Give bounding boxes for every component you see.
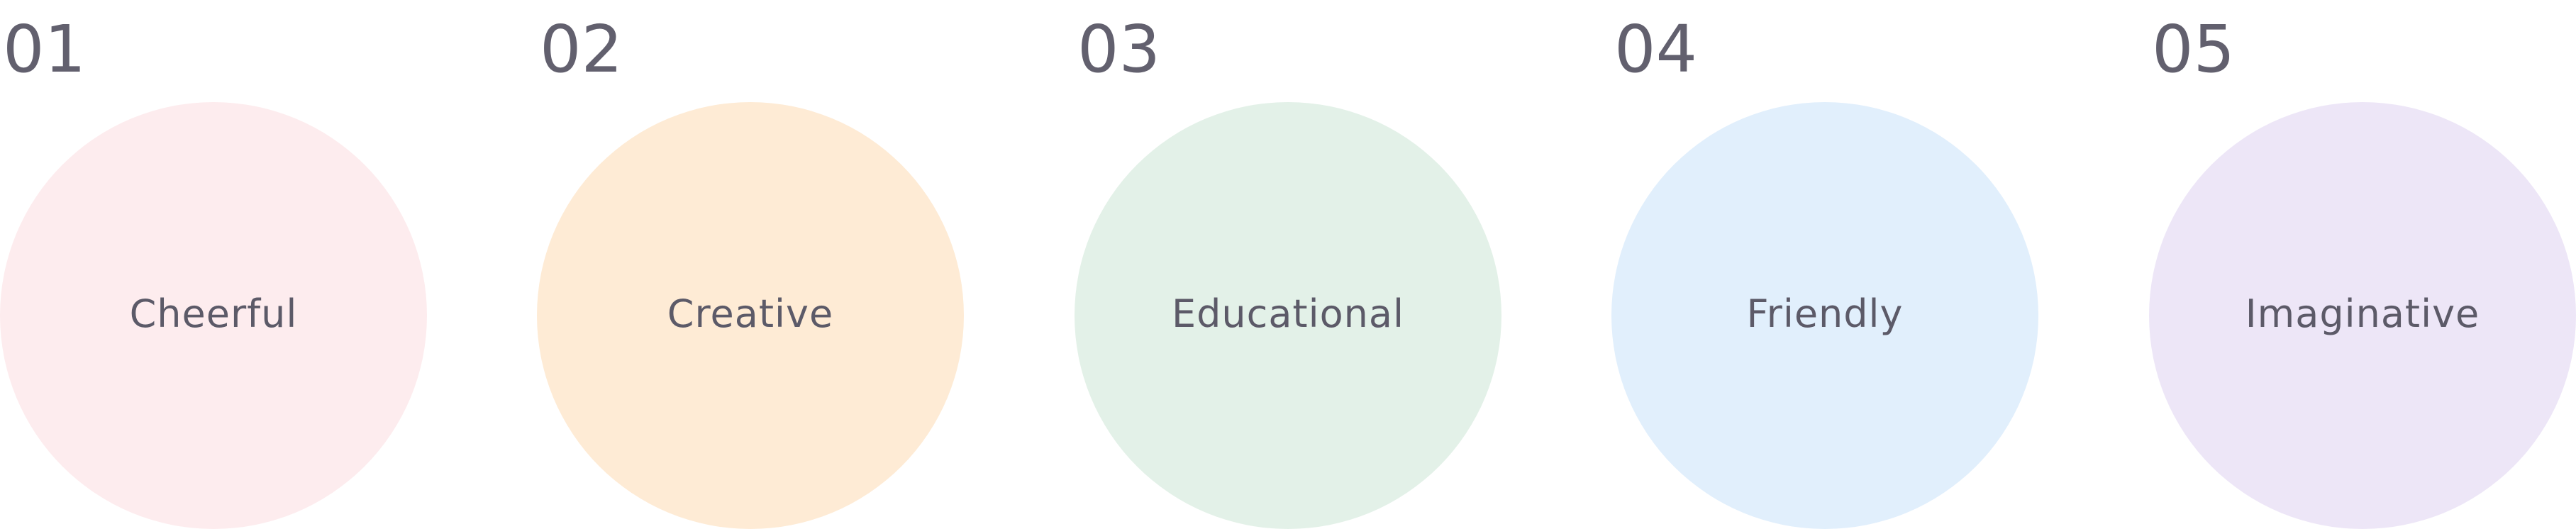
trait-label: Cheerful [129, 291, 298, 336]
trait-educational: 03 Educational [1075, 0, 1501, 529]
trait-number: 02 [540, 11, 623, 87]
trait-creative: 02 Creative [537, 0, 964, 529]
trait-number: 04 [1614, 11, 1698, 87]
trait-number: 01 [3, 11, 87, 87]
trait-circle: Creative [537, 102, 964, 529]
trait-circle: Cheerful [0, 102, 427, 529]
trait-label: Creative [667, 291, 834, 336]
trait-label: Friendly [1746, 291, 1904, 336]
trait-circle: Friendly [1611, 102, 2038, 529]
trait-circle: Educational [1075, 102, 1501, 529]
trait-number: 03 [1077, 11, 1161, 87]
trait-imaginative: 05 Imaginative [2149, 0, 2576, 529]
trait-friendly: 04 Friendly [1611, 0, 2038, 529]
trait-cheerful: 01 Cheerful [0, 0, 427, 529]
trait-label: Imaginative [2245, 291, 2480, 336]
trait-label: Educational [1172, 291, 1404, 336]
trait-circle: Imaginative [2149, 102, 2576, 529]
trait-number: 05 [2152, 11, 2236, 87]
